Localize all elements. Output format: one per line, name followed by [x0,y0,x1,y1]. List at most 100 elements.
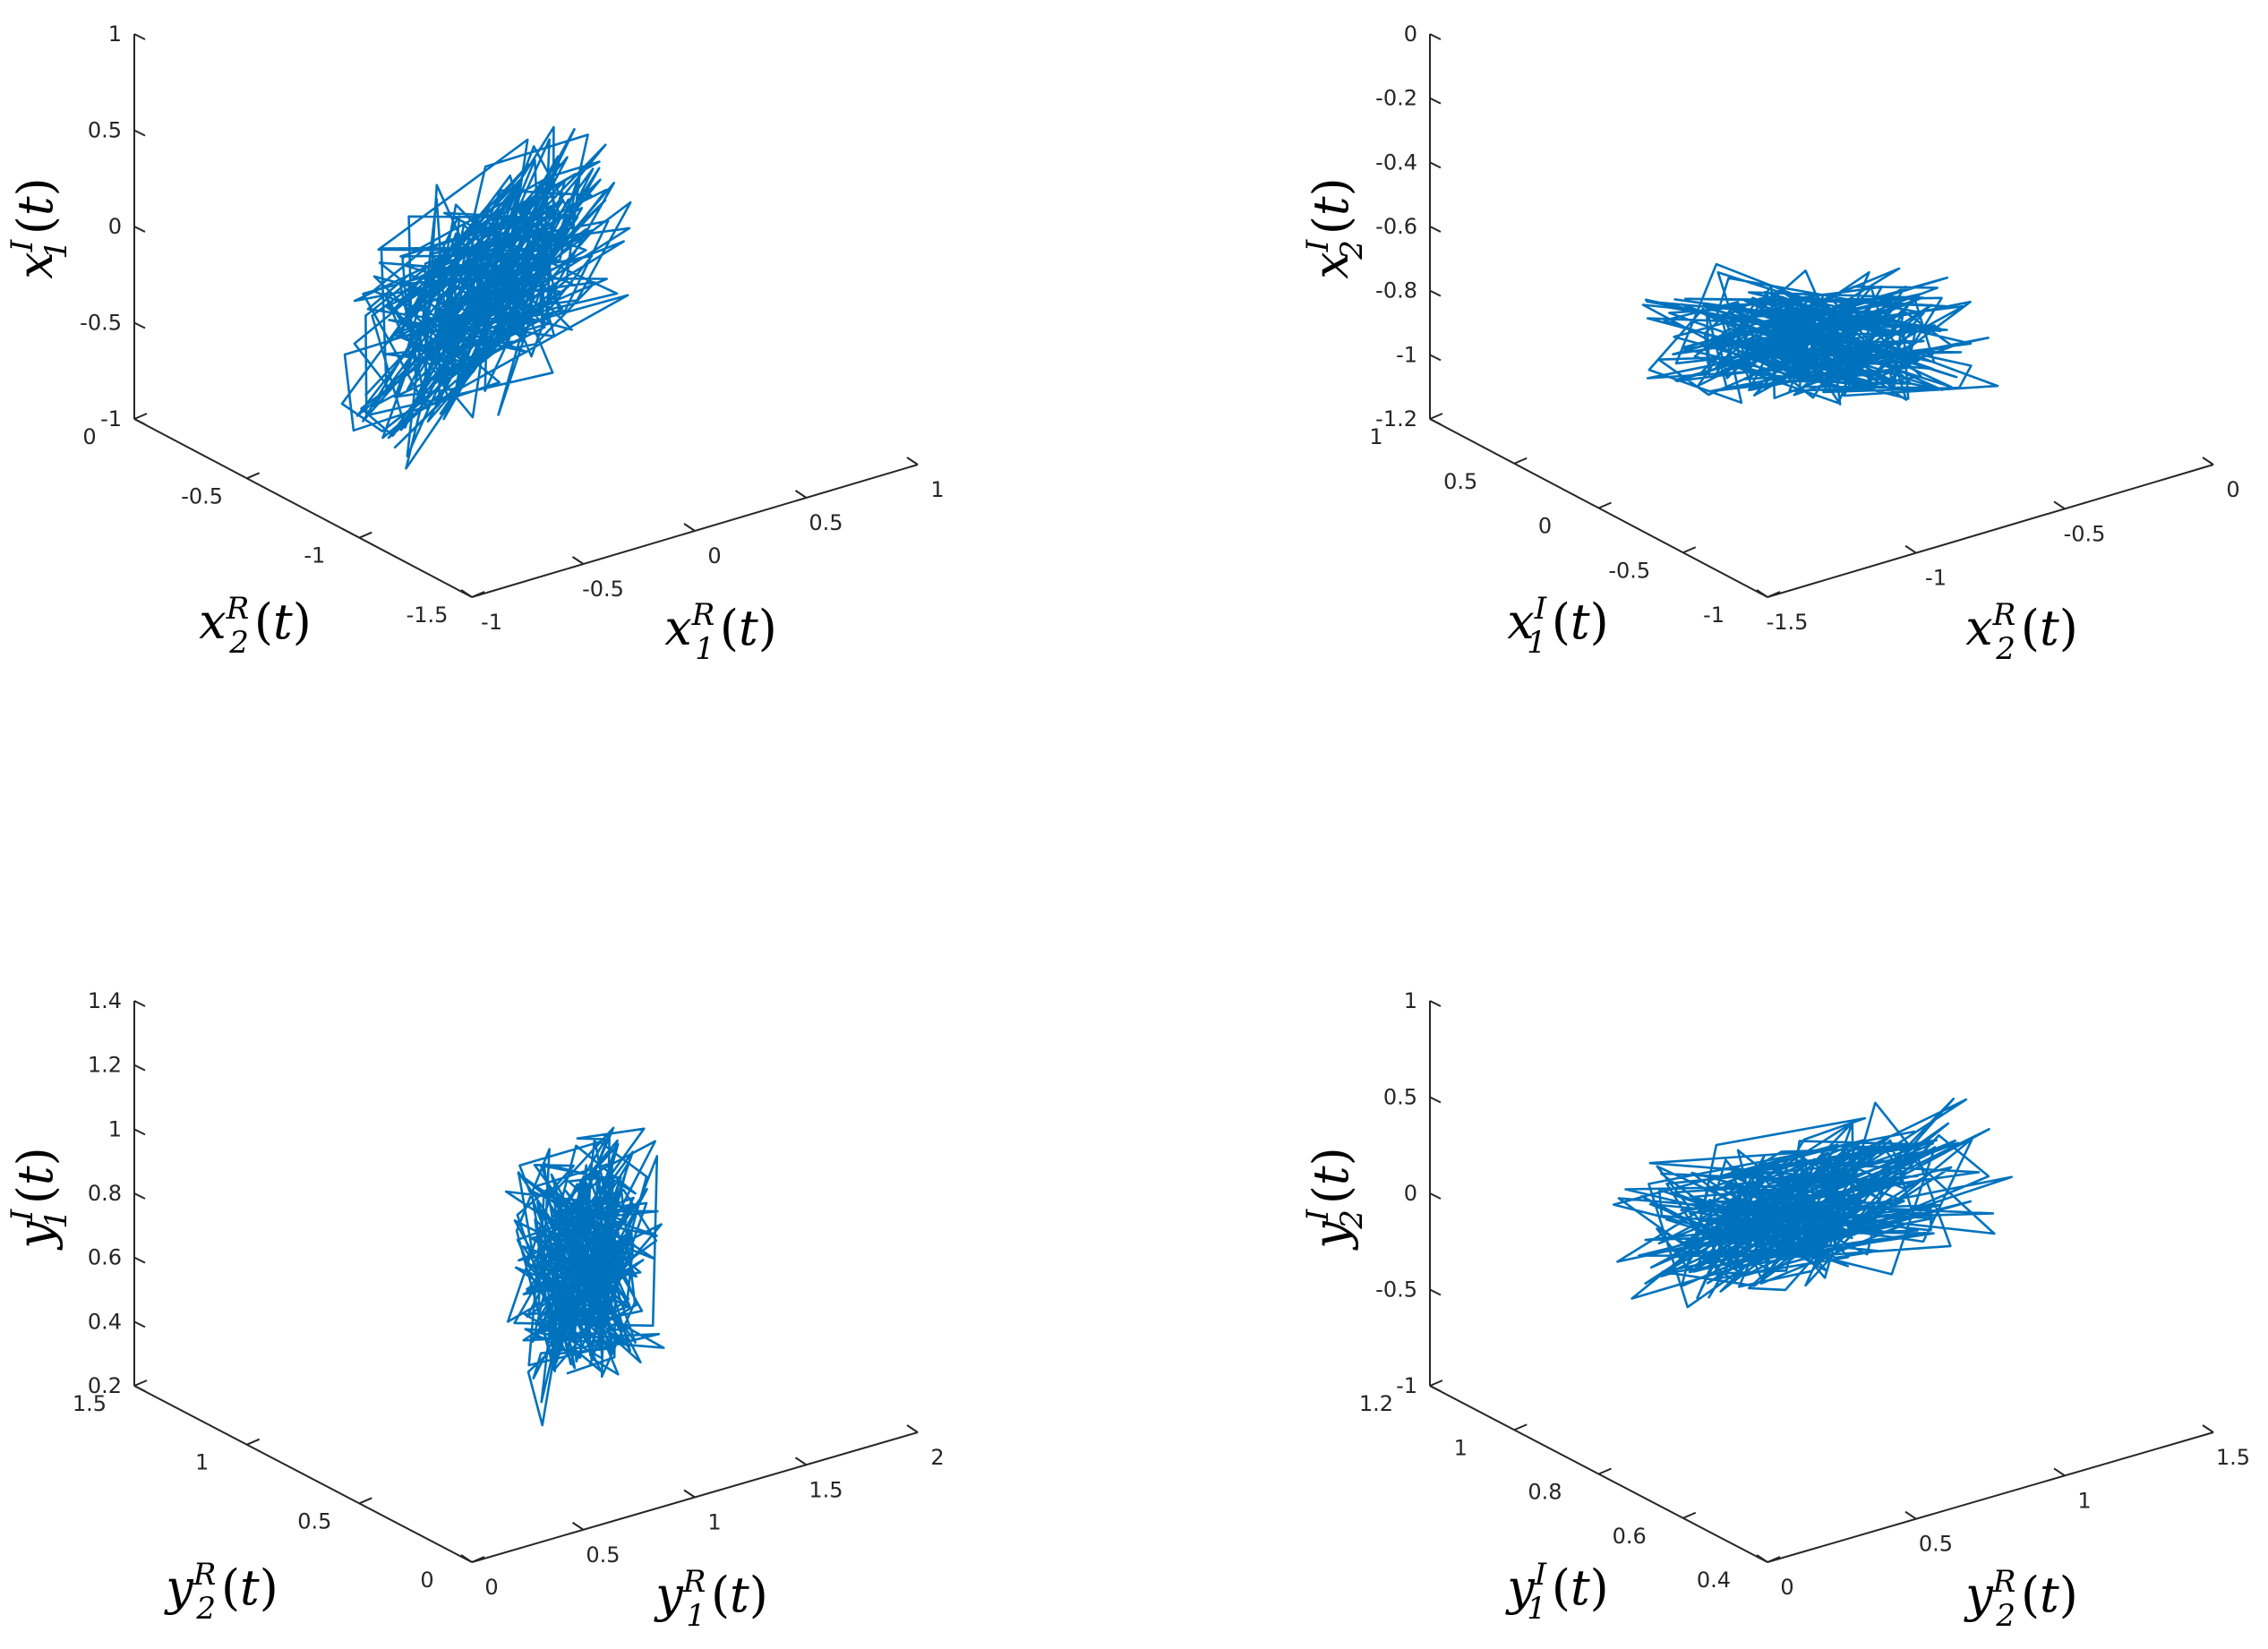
left-tick [1767,591,1781,598]
z-tick-label: -0.6 [1375,214,1417,239]
right-tick [1756,1554,1768,1563]
right-tick-label: 2 [930,1445,944,1470]
z-tick [133,129,146,137]
z-tick [1429,33,1442,40]
right-tick [794,490,808,499]
left-axis-label: xI 1 (t) [1507,591,1608,661]
z-tick-label: 1 [1404,988,1417,1013]
left-tick-label: -0.5 [181,483,223,508]
left-axis-label: yR 2 (t) [164,1557,278,1627]
right-tick-label: 1.5 [809,1477,843,1502]
z-tick [133,1320,146,1329]
z-tick-label: 0 [1404,21,1417,47]
z-tick-label: 1 [108,1116,122,1141]
z-tick-label: -0.2 [1375,86,1417,111]
right-tick [1904,544,1917,554]
left-tick-label: 0.5 [1443,469,1477,494]
right-tick [906,457,919,466]
z-tick [133,33,146,40]
z-tick-label: 1 [108,21,122,47]
left-tick [246,1438,261,1446]
z-tick-label: 0.5 [1383,1085,1417,1110]
left-tick [133,1380,148,1387]
right-tick [906,1424,919,1433]
z-tick-label: -0.5 [80,311,122,336]
left-tick [1767,1556,1781,1563]
right-tick-label: 0 [707,543,721,568]
right-tick [460,1554,473,1563]
z-tick-label: 0 [108,214,122,239]
z-tick [133,418,146,425]
z-tick [133,226,146,233]
z-axis-label: yI1(t) [4,1147,74,1250]
left-tick-label: 1.5 [73,1391,107,1416]
z-tick [133,1128,146,1136]
right-axis-label: yR 2 (t) [1964,1564,2078,1634]
z-axis-label: xI2(t) [1300,177,1370,278]
right-axis-label: xR 2 (t) [1965,597,2078,667]
right-tick-label: 0 [484,1575,498,1600]
z-tick-label: -0.5 [1375,1277,1417,1303]
left-tick [1429,1380,1443,1387]
z-tick-label: -1.2 [1375,406,1417,431]
right-axis-line [1767,464,2214,598]
subplot-2: 0 -0.2 -0.4 -0.6 -0.8 -1 -1.21 0.5 0 -0.5 -1 -1.5 -1… [1300,21,2240,667]
z-tick-label: 0 [1404,1181,1417,1206]
left-axis-line [133,418,473,598]
z-tick-label: 0.4 [88,1309,122,1334]
left-tick [1598,501,1612,509]
right-tick [683,1489,696,1499]
right-tick-label: 0 [2226,477,2239,502]
left-axis-label: xR 2 (t) [199,591,312,661]
left-tick [1598,1467,1612,1475]
right-tick-label: 1.5 [2216,1445,2250,1470]
left-tick [133,413,148,420]
right-tick-label: 0.5 [809,510,843,535]
z-tick-label: 1.4 [88,988,122,1013]
left-tick [358,1497,372,1505]
left-tick-label: 0.8 [1528,1480,1562,1505]
z-tick [133,1000,146,1007]
left-tick-label: -0.5 [1608,558,1650,583]
z-tick [1429,1000,1442,1007]
right-tick [1756,589,1768,598]
z-tick-label: 0.8 [88,1181,122,1206]
z-axis-label: xI1(t) [4,177,74,278]
left-tick [1429,413,1443,420]
left-tick [471,1556,485,1563]
z-tick [1429,1385,1442,1392]
left-axis-line [133,1385,473,1563]
z-tick [1429,97,1442,105]
right-tick-label: 1 [707,1510,721,1535]
subplot-3: 1.41.210.80.60.40.21.510.50 00.511.52yI1(… [4,988,945,1634]
left-tick [1682,1511,1697,1519]
subplot-4: 1 0.5 0 -0.5 -11.2 1 0.8 0.6 0.4 0 0.5 1 1.5 yI2(t) yI… [1300,988,2250,1634]
left-tick-label: 0 [420,1568,433,1593]
z-tick [133,321,146,329]
z-tick [133,1256,146,1264]
right-tick-label: 0.5 [586,1542,620,1568]
right-tick-label: -0.5 [2064,521,2106,546]
trajectory-line [1641,262,1999,406]
z-tick [1429,418,1442,425]
z-tick-label: -0.4 [1375,150,1417,175]
z-tick [1429,354,1442,362]
right-tick-label: -1 [481,610,502,635]
left-tick-label: 1 [1369,424,1382,449]
z-tick-label: -1 [1396,1373,1417,1398]
right-tick-label: 0.5 [1919,1532,1953,1557]
left-tick [358,531,372,539]
z-tick-label: 1.2 [88,1053,122,1078]
right-axis-line [1767,1431,2214,1563]
right-tick-label: 1 [930,477,944,502]
left-axis-label: yI 1 (t) [1505,1557,1608,1627]
trajectory-line [340,125,632,470]
z-tick-label: 0.5 [88,118,122,143]
left-tick-label: 0.5 [297,1508,331,1534]
right-tick-label: -1 [1925,566,1947,591]
trajectory-line [504,1126,665,1427]
right-tick [1904,1510,1917,1520]
z-tick [133,1064,146,1072]
z-axis-label: yI2(t) [1300,1147,1370,1250]
